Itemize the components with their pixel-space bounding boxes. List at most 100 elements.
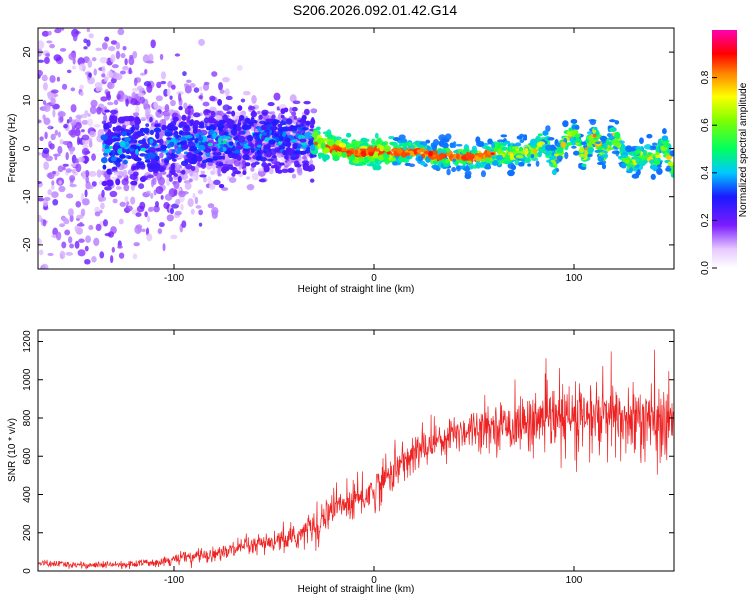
heatmap-cell [634,149,641,155]
heatmap-cell [69,243,75,249]
heatmap-cell [133,242,140,247]
heatmap-cell [82,144,89,149]
heatmap-cell [332,154,339,161]
heatmap-cell [193,112,201,118]
heatmap-cell [173,189,178,196]
heatmap-cell [41,263,49,269]
heatmap-cell [514,142,522,147]
heatmap-cell [249,158,258,163]
heatmap-cell [186,152,194,159]
heatmap-cell [293,115,298,121]
heatmap-cell [642,149,648,157]
heatmap-cell [46,40,53,44]
heatmap-cell [132,50,138,59]
heatmap-cell [309,144,316,150]
heatmap-cell [219,89,225,94]
heatmap-cell [454,161,459,166]
heatmap-cell [207,116,215,124]
heatmap-cell [456,165,462,172]
heatmap-cell [49,75,56,83]
heatmap-cell [222,76,230,83]
heatmap-cell [58,180,62,185]
heatmap-cell [106,82,115,90]
heatmap-cell [537,133,543,137]
heatmap-cell [104,36,110,42]
heatmap-cell [211,71,218,77]
heatmap-cell [198,38,205,46]
heatmap-cell [595,141,601,145]
heatmap-cell [53,153,61,157]
heatmap-cell [181,114,187,121]
heatmap-cell [110,40,118,45]
heatmap-cell [316,126,321,131]
heatmap-cell [631,173,640,179]
heatmap-cell [116,93,122,100]
heatmap-cell [88,170,97,177]
plot-frame-bottom [37,329,675,572]
heatmap-cell [499,142,508,146]
heatmap-cell [119,91,125,100]
heatmap-cell [153,205,160,213]
heatmap-cell [144,108,151,115]
heatmap-cell [379,144,384,152]
heatmap-cell [47,189,53,196]
heatmap-cell [304,135,313,139]
heatmap-cell [102,219,108,227]
heatmap-cell [144,68,148,75]
heatmap-cell [246,134,254,142]
heatmap-cell [124,58,128,66]
heatmap-cell [382,152,387,160]
heatmap-cell [281,126,289,132]
heatmap-cell [42,147,50,154]
heatmap-cell [594,149,602,153]
spectrogram-heatmap [38,28,674,269]
heatmap-cell [242,154,250,160]
heatmap-cell [89,130,96,138]
y-tick-label-bottom: 1000 [22,368,33,391]
heatmap-cell [64,229,71,236]
heatmap-cell [111,132,119,137]
heatmap-cell [128,67,132,75]
heatmap-cell [132,165,137,170]
heatmap-cell [383,145,391,152]
heatmap-cell [118,252,125,259]
heatmap-cell [309,124,315,129]
y-tick-label-bottom: 600 [22,447,33,464]
heatmap-cell [170,99,176,107]
heatmap-cell [303,165,311,172]
heatmap-cell [171,149,176,153]
heatmap-cell [180,173,189,181]
heatmap-cell [643,144,652,150]
heatmap-cell [431,164,440,169]
heatmap-cell [38,69,43,77]
heatmap-cell [77,156,85,163]
heatmap-cell [313,142,318,146]
heatmap-cell [179,140,187,146]
heatmap-cell [547,137,555,141]
heatmap-cell [100,96,108,102]
heatmap-cell [178,105,183,111]
heatmap-cell [184,158,192,163]
heatmap-cell [374,132,379,139]
heatmap-cell [148,165,155,169]
heatmap-cell [243,143,249,147]
heatmap-cell [238,164,242,170]
heatmap-cell [406,155,411,160]
heatmap-cell [192,128,198,134]
heatmap-cell [175,198,181,205]
heatmap-cell [256,149,261,155]
heatmap-cell [143,141,148,148]
heatmap-cell [667,161,674,167]
heatmap-cell [93,68,97,76]
heatmap-cell [134,156,140,160]
heatmap-cell [663,141,669,148]
heatmap-cell [217,137,222,144]
heatmap-cell [254,161,260,165]
heatmap-cell [571,145,577,149]
heatmap-cell [198,95,203,100]
heatmap-cell [251,172,259,181]
heatmap-cell [118,218,124,225]
heatmap-cell [310,153,317,158]
heatmap-cell [524,147,529,155]
